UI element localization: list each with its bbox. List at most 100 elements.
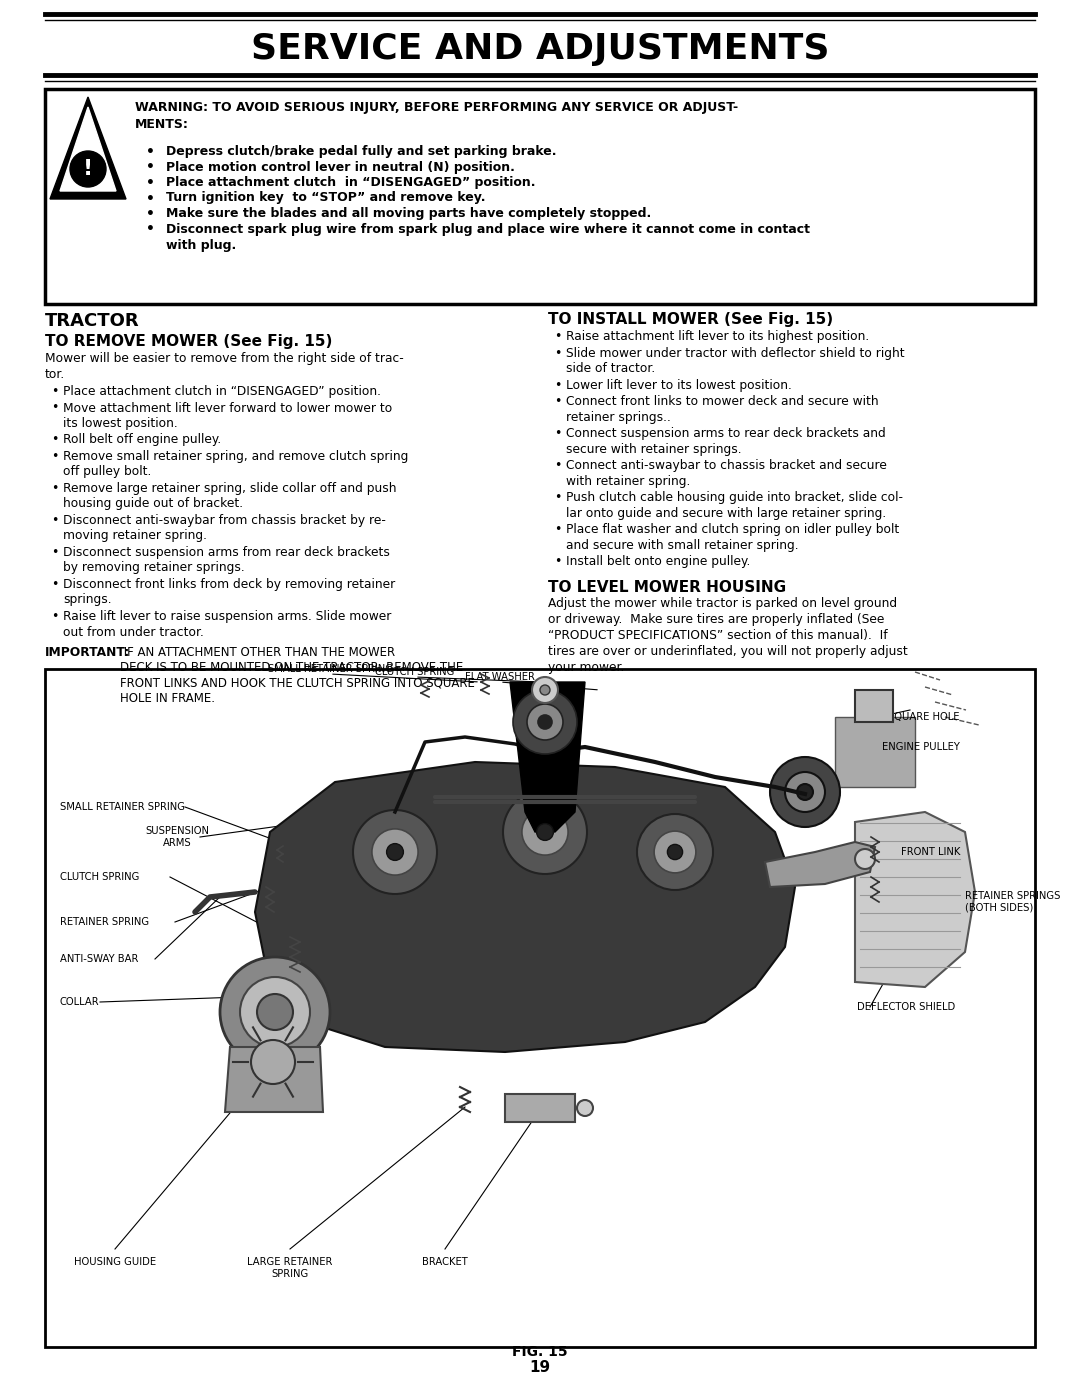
Text: TO INSTALL MOWER (See Fig. 15): TO INSTALL MOWER (See Fig. 15): [548, 312, 833, 327]
Text: Place flat washer and clutch spring on idler pulley bolt
and secure with small r: Place flat washer and clutch spring on i…: [566, 522, 900, 552]
Text: COLLAR: COLLAR: [60, 997, 99, 1007]
Text: Connect anti-swaybar to chassis bracket and secure
with retainer spring.: Connect anti-swaybar to chassis bracket …: [566, 460, 887, 488]
Text: •: •: [554, 555, 562, 569]
Circle shape: [667, 844, 683, 859]
Text: Turn ignition key  to “STOP” and remove key.: Turn ignition key to “STOP” and remove k…: [166, 191, 486, 204]
Text: TO LEVEL MOWER HOUSING: TO LEVEL MOWER HOUSING: [548, 580, 786, 595]
Circle shape: [637, 814, 713, 890]
Text: FRONT LINK: FRONT LINK: [901, 847, 960, 856]
Circle shape: [527, 704, 563, 740]
Text: Disconnect spark plug wire from spark plug and place wire where it cannot come i: Disconnect spark plug wire from spark pl…: [166, 222, 810, 251]
Text: Place attachment clutch  in “DISENGAGED” position.: Place attachment clutch in “DISENGAGED” …: [166, 176, 536, 189]
Text: •: •: [51, 546, 58, 559]
Text: •: •: [146, 176, 154, 190]
Text: Install belt onto engine pulley.: Install belt onto engine pulley.: [566, 555, 751, 569]
Text: Remove small retainer spring, and remove clutch spring
off pulley bolt.: Remove small retainer spring, and remove…: [63, 450, 408, 479]
Text: Make sure the blades and all moving parts have completely stopped.: Make sure the blades and all moving part…: [166, 207, 651, 219]
Text: LARGE RETAINER
SPRING: LARGE RETAINER SPRING: [247, 1257, 333, 1278]
Text: Place motion control lever in neutral (N) position.: Place motion control lever in neutral (N…: [166, 161, 515, 173]
Circle shape: [770, 757, 840, 827]
Text: Depress clutch/brake pedal fully and set parking brake.: Depress clutch/brake pedal fully and set…: [166, 145, 556, 158]
Circle shape: [577, 1099, 593, 1116]
Text: Lower lift lever to its lowest position.: Lower lift lever to its lowest position.: [566, 379, 792, 391]
Text: •: •: [51, 386, 58, 398]
Circle shape: [537, 824, 553, 841]
Text: •: •: [146, 222, 154, 236]
Text: Roll belt off engine pulley.: Roll belt off engine pulley.: [63, 433, 221, 447]
Text: •: •: [146, 191, 154, 205]
Text: BRACKET: BRACKET: [422, 1257, 468, 1267]
Text: Connect front links to mower deck and secure with
retainer springs..: Connect front links to mower deck and se…: [566, 395, 879, 423]
Circle shape: [372, 828, 418, 875]
Text: CLUTCH SPRING: CLUTCH SPRING: [60, 872, 139, 882]
Text: ENGINE PULLEY: ENGINE PULLEY: [882, 742, 960, 752]
Text: •: •: [554, 460, 562, 472]
Text: SUSPENSION
ARMS: SUSPENSION ARMS: [145, 826, 210, 848]
Text: •: •: [51, 482, 58, 495]
Circle shape: [387, 844, 404, 861]
Circle shape: [540, 685, 550, 694]
Polygon shape: [225, 1046, 323, 1112]
Text: Disconnect front links from deck by removing retainer
springs.: Disconnect front links from deck by remo…: [63, 578, 395, 606]
Circle shape: [257, 995, 293, 1030]
Text: •: •: [146, 161, 154, 175]
Text: •: •: [554, 346, 562, 359]
Text: ANTI-SWAY BAR: ANTI-SWAY BAR: [60, 954, 138, 964]
Text: Slide mower under tractor with deflector shield to right
side of tractor.: Slide mower under tractor with deflector…: [566, 346, 905, 374]
FancyBboxPatch shape: [505, 1094, 575, 1122]
FancyBboxPatch shape: [45, 89, 1035, 305]
Circle shape: [654, 831, 696, 873]
Circle shape: [240, 977, 310, 1046]
Text: TO REMOVE MOWER (See Fig. 15): TO REMOVE MOWER (See Fig. 15): [45, 334, 333, 349]
Text: !: !: [83, 159, 93, 179]
Circle shape: [538, 715, 552, 729]
Text: Disconnect anti-swaybar from chassis bracket by re-
moving retainer spring.: Disconnect anti-swaybar from chassis bra…: [63, 514, 386, 542]
Text: IF AN ATTACHMENT OTHER THAN THE MOWER
DECK IS TO BE MOUNTED ON THE TRACTOR, REMO: IF AN ATTACHMENT OTHER THAN THE MOWER DE…: [120, 645, 475, 705]
Text: HOUSING GUIDE: HOUSING GUIDE: [73, 1257, 157, 1267]
Polygon shape: [50, 96, 126, 198]
Text: RETAINER SPRING: RETAINER SPRING: [60, 916, 149, 928]
Circle shape: [513, 690, 577, 754]
FancyBboxPatch shape: [855, 690, 893, 722]
Text: Adjust the mower while tractor is parked on level ground
or driveway.  Make sure: Adjust the mower while tractor is parked…: [548, 598, 908, 675]
Circle shape: [251, 1039, 295, 1084]
Text: Raise attachment lift lever to its highest position.: Raise attachment lift lever to its highe…: [566, 330, 869, 344]
Text: •: •: [51, 610, 58, 623]
Circle shape: [353, 810, 437, 894]
Text: SQUARE HOLE: SQUARE HOLE: [889, 712, 960, 722]
Text: FIG. 15: FIG. 15: [512, 1345, 568, 1359]
Circle shape: [522, 809, 568, 855]
Text: •: •: [554, 490, 562, 504]
Text: FLAT WASHER: FLAT WASHER: [465, 672, 535, 682]
Text: Remove large retainer spring, slide collar off and push
housing guide out of bra: Remove large retainer spring, slide coll…: [63, 482, 396, 510]
Text: •: •: [51, 433, 58, 447]
Text: Disconnect suspension arms from rear deck brackets
by removing retainer springs.: Disconnect suspension arms from rear dec…: [63, 546, 390, 574]
Text: •: •: [51, 514, 58, 527]
Polygon shape: [510, 682, 585, 833]
Text: TRACTOR: TRACTOR: [45, 312, 139, 330]
Text: •: •: [554, 522, 562, 536]
Polygon shape: [765, 842, 875, 887]
Text: •: •: [554, 395, 562, 408]
Text: •: •: [51, 578, 58, 591]
Polygon shape: [855, 812, 975, 988]
Text: •: •: [554, 379, 562, 391]
Text: Move attachment lift lever forward to lower mower to
its lowest position.: Move attachment lift lever forward to lo…: [63, 401, 392, 430]
Circle shape: [503, 789, 588, 875]
Text: SMALL RETAINER SPRING: SMALL RETAINER SPRING: [60, 802, 185, 812]
Text: •: •: [51, 401, 58, 415]
Circle shape: [70, 151, 106, 187]
Text: 19: 19: [529, 1361, 551, 1375]
Text: •: •: [554, 427, 562, 440]
Text: Push clutch cable housing guide into bracket, slide col-
lar onto guide and secu: Push clutch cable housing guide into bra…: [566, 490, 903, 520]
Circle shape: [785, 773, 825, 812]
Text: SMALL RETAINER SPRING: SMALL RETAINER SPRING: [268, 664, 392, 673]
Text: Connect suspension arms to rear deck brackets and
secure with retainer springs.: Connect suspension arms to rear deck bra…: [566, 427, 886, 455]
Circle shape: [532, 678, 558, 703]
Text: •: •: [51, 450, 58, 462]
Circle shape: [797, 784, 813, 800]
Circle shape: [855, 849, 875, 869]
Text: •: •: [146, 145, 154, 159]
FancyBboxPatch shape: [45, 669, 1035, 1347]
Text: WARNING: TO AVOID SERIOUS INJURY, BEFORE PERFORMING ANY SERVICE OR ADJUST-
MENTS: WARNING: TO AVOID SERIOUS INJURY, BEFORE…: [135, 101, 738, 131]
